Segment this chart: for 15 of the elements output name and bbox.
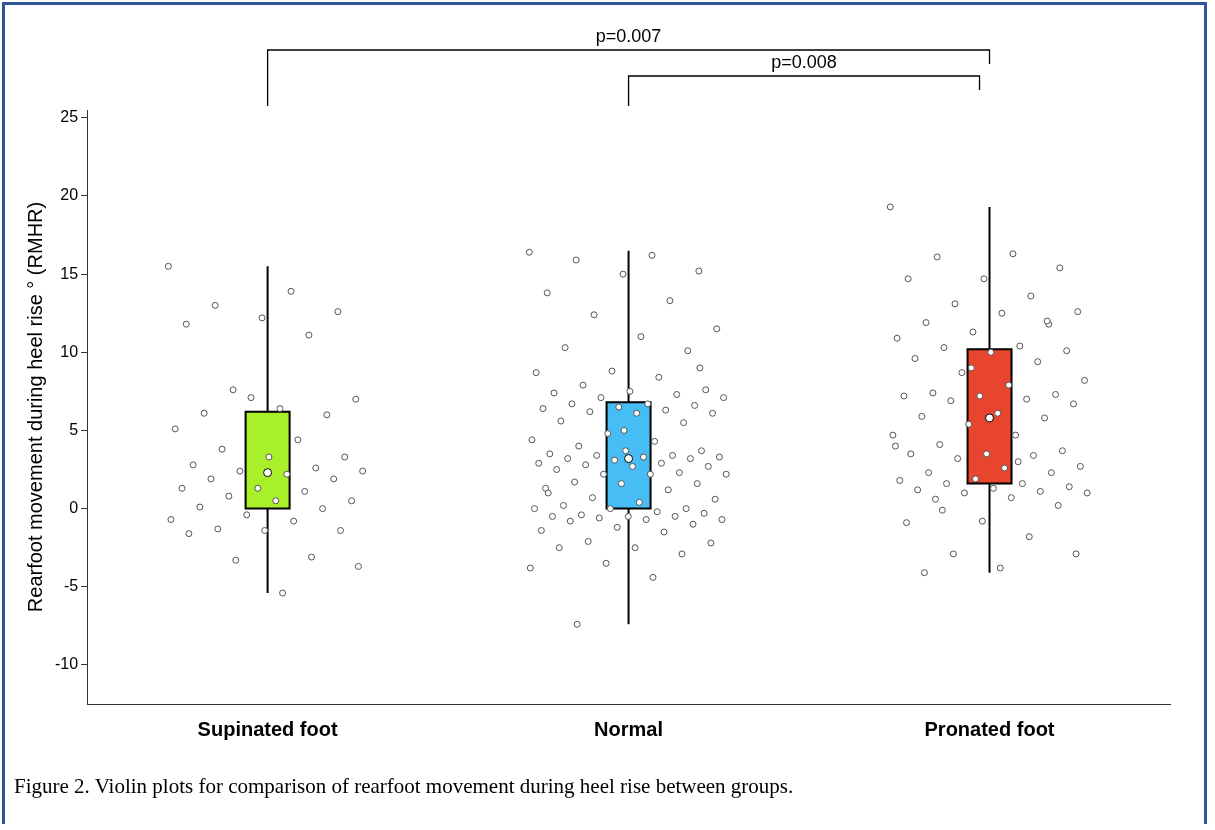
y-tick-label: 10 <box>60 342 79 360</box>
caption: Figure 2. Violin plots for comparison of rearfoot movement during heel rise between groups. <box>14 774 794 799</box>
text: p=0.007 <box>595 25 662 46</box>
y-tick-label: 5 <box>69 420 79 438</box>
text: p=0.008 <box>771 51 837 72</box>
y-tick-label: -5 <box>63 577 79 595</box>
y-tick-label: -10 <box>55 655 79 673</box>
x-tick-label: Supinated foot <box>197 717 338 740</box>
x-tick-label: Normal <box>594 717 664 740</box>
y-tick-label: 15 <box>60 264 79 282</box>
y-tick-label: 20 <box>60 186 79 204</box>
y-tick-label: 25 <box>60 108 79 126</box>
y-axis-title: Rearfoot movement during heel rise ° (RMHR) <box>23 201 46 613</box>
x-tick-label: Pronated foot <box>924 717 1055 740</box>
y-tick-label: 0 <box>69 499 79 517</box>
